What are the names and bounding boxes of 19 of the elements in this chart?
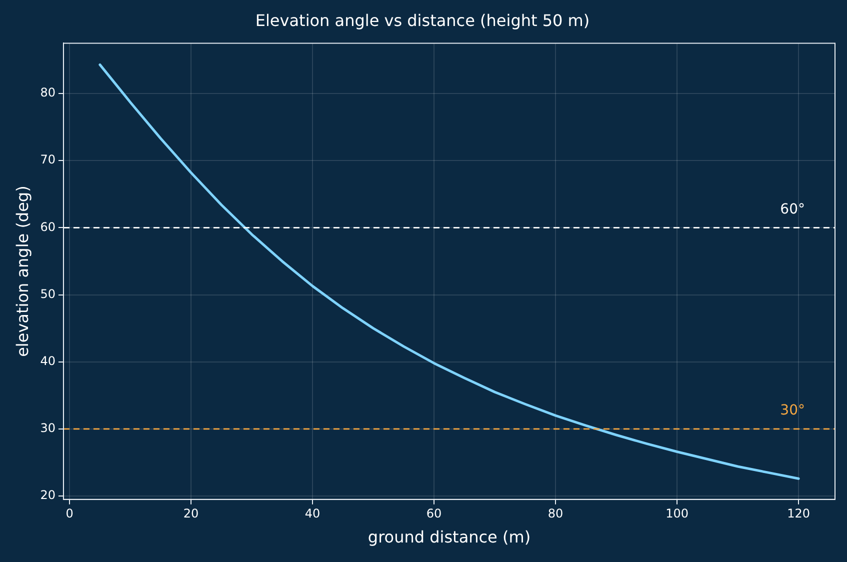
x-tick-label: 0 bbox=[66, 506, 74, 521]
ref-line-label: 60° bbox=[780, 201, 805, 218]
y-tick-label: 50 bbox=[40, 286, 56, 301]
x-tick-label: 60 bbox=[426, 506, 442, 521]
x-tick-label: 120 bbox=[787, 506, 810, 521]
y-tick-label: 70 bbox=[40, 152, 56, 167]
y-axis-title: elevation angle (deg) bbox=[12, 186, 32, 357]
x-axis-title: ground distance (m) bbox=[368, 528, 531, 547]
x-tick-label: 40 bbox=[304, 506, 320, 521]
y-tick-label: 30 bbox=[40, 421, 56, 436]
chart-title: Elevation angle vs distance (height 50 m) bbox=[255, 10, 590, 30]
y-tick-label: 80 bbox=[40, 86, 56, 100]
x-tick-label: 80 bbox=[548, 506, 564, 521]
ref-line-label: 30° bbox=[780, 402, 805, 419]
x-tick-label: 20 bbox=[183, 506, 199, 521]
x-tick-label: 100 bbox=[666, 506, 688, 521]
y-tick-label: 60 bbox=[40, 220, 56, 234]
y-tick-label: 40 bbox=[40, 354, 56, 368]
y-tick-label: 20 bbox=[40, 488, 56, 502]
